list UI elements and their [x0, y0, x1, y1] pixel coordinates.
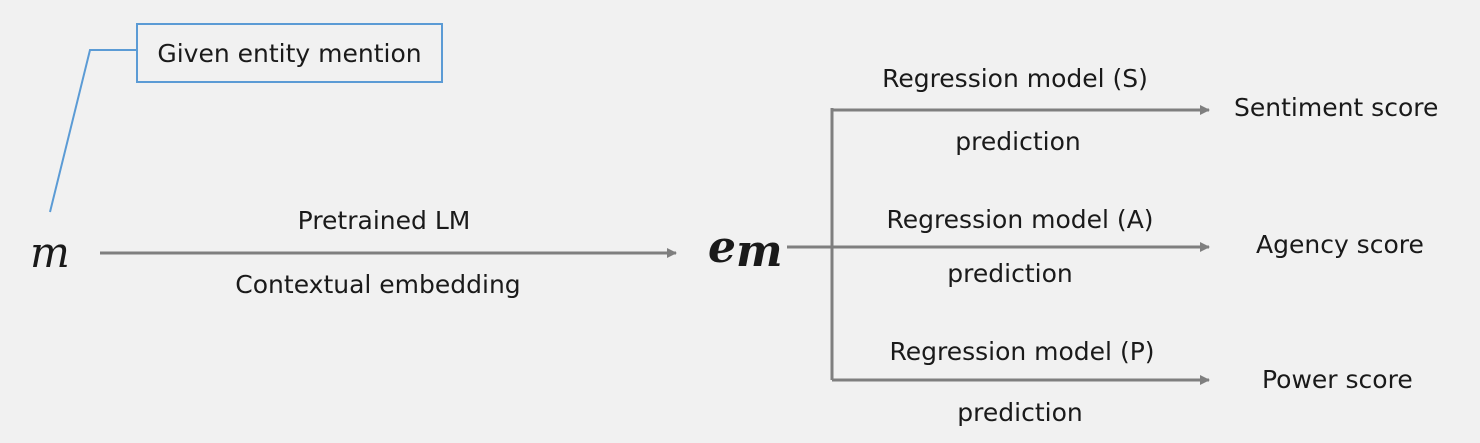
encoder-top-label: Pretrained LM: [297, 206, 471, 235]
sentiment-prediction-label: prediction: [955, 127, 1081, 156]
entity-mention-callout: Given entity mention: [136, 23, 443, 83]
mention-symbol: m: [30, 228, 70, 277]
sentiment-model-label: Regression model (S): [882, 64, 1148, 93]
encoder-bottom-label: Contextual embedding: [235, 270, 521, 299]
power-score-label: Power score: [1262, 365, 1413, 394]
embedding-symbol-base: e: [708, 222, 736, 273]
agency-model-label: Regression model (A): [886, 205, 1154, 234]
power-prediction-label: prediction: [957, 398, 1083, 427]
power-model-label: Regression model (P): [889, 337, 1155, 366]
agency-prediction-label: prediction: [947, 259, 1073, 288]
embedding-symbol: em: [708, 226, 783, 274]
embedding-symbol-subscript: m: [736, 226, 783, 278]
callout-leader-line: [49, 49, 136, 213]
sentiment-score-label: Sentiment score: [1234, 93, 1439, 122]
callout-label: Given entity mention: [157, 38, 422, 68]
agency-score-label: Agency score: [1256, 230, 1424, 259]
